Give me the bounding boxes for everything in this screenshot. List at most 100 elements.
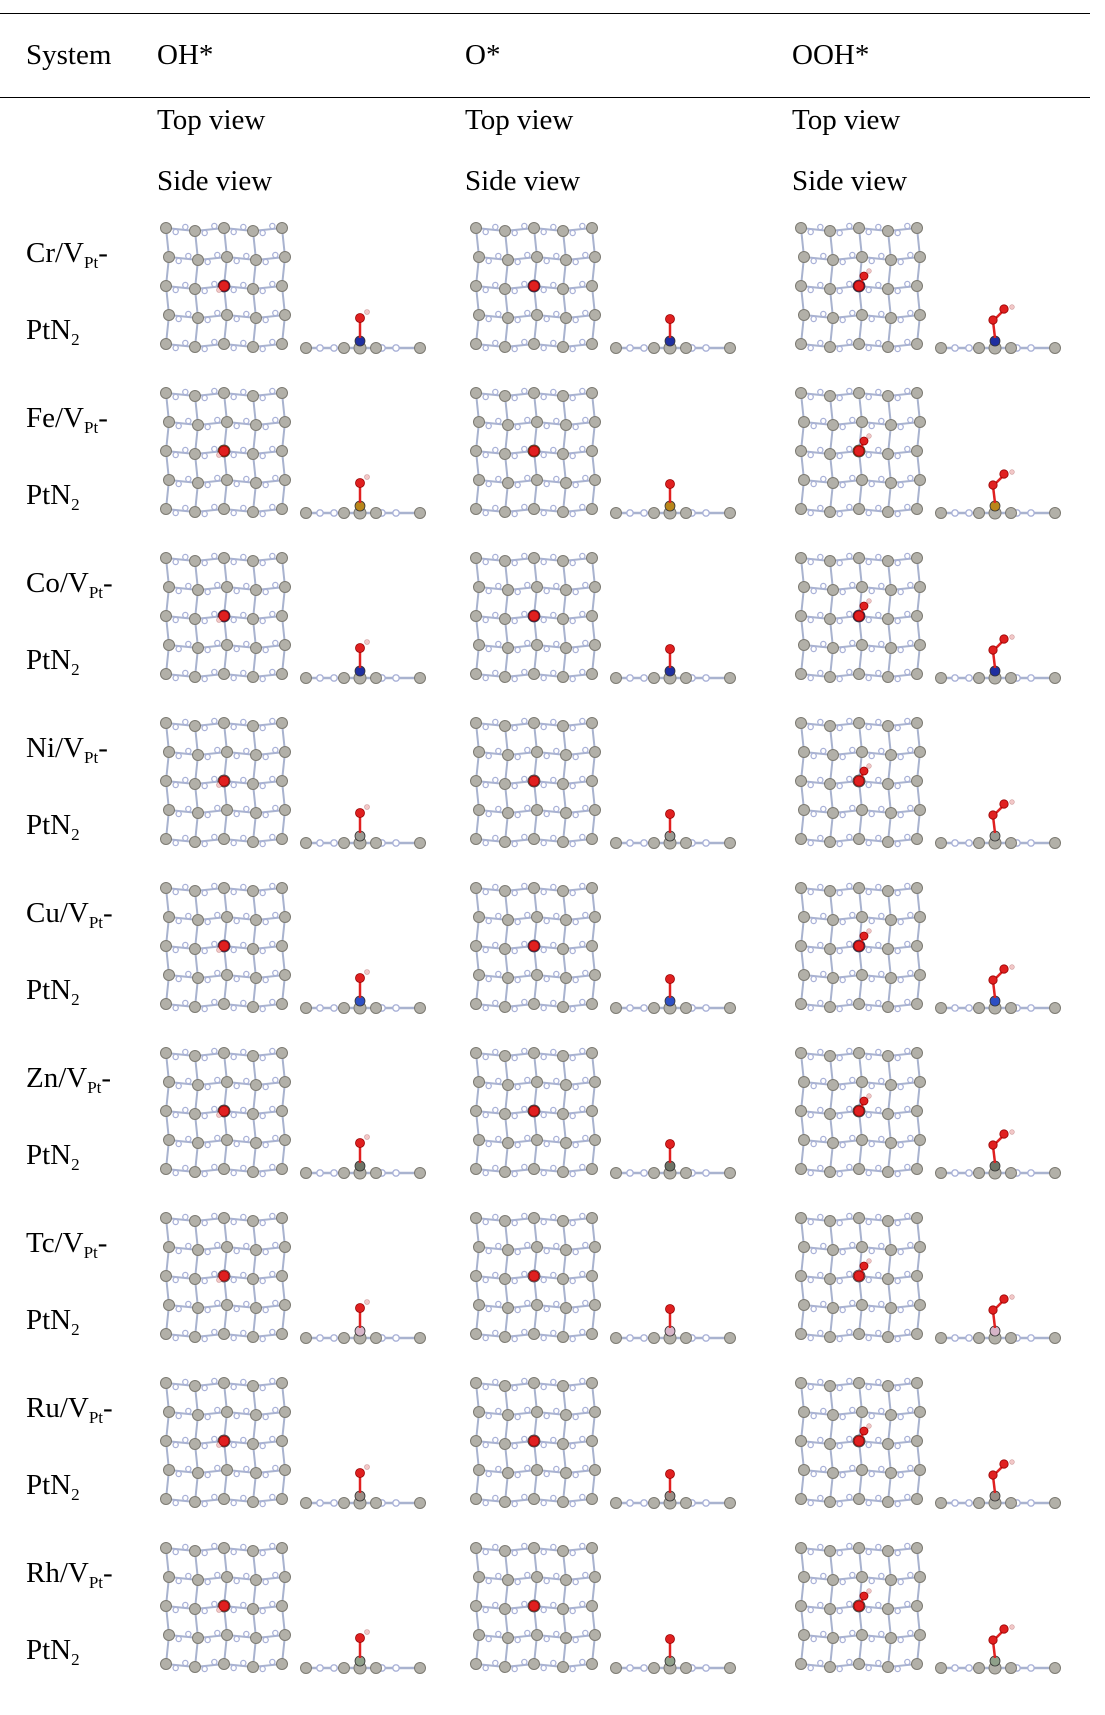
substrate-subscript: 2 <box>71 1155 80 1174</box>
system-label-cu: Cu/VPt- <box>26 896 113 934</box>
oxygen-atom <box>355 1633 365 1643</box>
hydrogen-atom <box>1009 964 1015 970</box>
hyphen: - <box>98 237 108 269</box>
hyphen: - <box>103 1557 113 1589</box>
top-view-tc-ooh <box>795 1210 926 1343</box>
top-view-rh-oh <box>160 1540 291 1673</box>
oxygen-atom <box>988 315 998 325</box>
top-view-zn-oh <box>160 1045 291 1178</box>
top-view-ru-ooh <box>795 1375 926 1508</box>
hyphen: - <box>103 1392 113 1424</box>
substrate-label: PtN2 <box>26 808 80 846</box>
hydrogen-atom <box>364 804 370 810</box>
substrate-subscript: 2 <box>71 495 80 514</box>
side-view-label-o: Side view <box>465 165 581 197</box>
top-view-fe-o <box>470 385 601 518</box>
side-view-zn-ooh <box>935 1129 1061 1183</box>
system-name: Ru/V <box>26 1392 89 1424</box>
oxygen-atom <box>859 271 869 281</box>
system-label-ru: Ru/VPt- <box>26 1391 113 1429</box>
vacancy-subscript: Pt <box>88 1573 104 1592</box>
oxygen-atom <box>853 445 865 457</box>
top-view-cr-o <box>470 220 601 353</box>
oxygen-atom <box>218 1270 230 1282</box>
top-view-co-ooh <box>795 550 926 683</box>
substrate-label: PtN2 <box>26 313 80 351</box>
hydrogen-atom <box>364 1299 370 1305</box>
oxygen-atom <box>859 436 869 446</box>
hydrogen-atom <box>364 1629 370 1635</box>
top-view-cr-ooh <box>795 220 926 353</box>
substrate-label: PtN2 <box>26 1138 80 1176</box>
oxygen-atom <box>859 766 869 776</box>
substrate-label: PtN2 <box>26 1468 80 1506</box>
top-view-rh-ooh <box>795 1540 926 1673</box>
side-view-cr-o <box>610 308 736 358</box>
oxygen-atom <box>218 1105 230 1117</box>
substrate-name: PtN <box>26 974 72 1006</box>
side-view-label-oh: Side view <box>157 165 273 197</box>
side-view-cr-ooh <box>935 304 1061 358</box>
top-view-ni-ooh <box>795 715 926 848</box>
oxygen-atom <box>988 480 998 490</box>
oxygen-atom <box>999 1294 1009 1304</box>
oxygen-atom <box>528 1105 540 1117</box>
oxygen-atom <box>218 445 230 457</box>
hydrogen-atom <box>1009 304 1015 310</box>
oxygen-atom <box>665 314 675 324</box>
hydrogen-atom <box>1009 1624 1015 1630</box>
vacancy-subscript: Pt <box>84 418 99 437</box>
substrate-label: PtN2 <box>26 1303 80 1341</box>
top-view-ni-oh <box>160 715 291 848</box>
hyphen: - <box>98 402 108 434</box>
side-view-tc-o <box>610 1298 736 1348</box>
oxygen-atom <box>859 1261 869 1271</box>
oxygen-atom <box>853 775 865 787</box>
oxygen-atom <box>853 280 865 292</box>
hydrogen-atom <box>866 1588 872 1594</box>
substrate-name: PtN <box>26 1139 72 1171</box>
oxygen-atom <box>988 1140 998 1150</box>
side-view-cu-o <box>610 968 736 1018</box>
substrate-name: PtN <box>26 1469 72 1501</box>
substrate-name: PtN <box>26 809 72 841</box>
oxygen-atom <box>665 1469 675 1479</box>
hydrogen-atom <box>1009 469 1015 475</box>
oxygen-atom <box>999 469 1009 479</box>
vacancy-subscript: Pt <box>83 1243 98 1262</box>
hydrogen-atom <box>1009 1129 1015 1135</box>
top-view-ni-o <box>470 715 601 848</box>
top-view-label-o: Top view <box>465 104 574 136</box>
oxygen-atom <box>218 610 230 622</box>
substrate-name: PtN <box>26 644 72 676</box>
side-view-zn-oh <box>300 1133 426 1183</box>
side-view-ni-ooh <box>935 799 1061 853</box>
top-view-cu-o <box>470 880 601 1013</box>
hyphen: - <box>103 897 113 929</box>
top-view-cu-oh <box>160 880 291 1013</box>
oxygen-atom <box>528 280 540 292</box>
side-view-ru-o <box>610 1463 736 1513</box>
top-view-zn-o <box>470 1045 601 1178</box>
side-view-rh-ooh <box>935 1624 1061 1678</box>
system-label-cr: Cr/VPt- <box>26 236 108 274</box>
hydrogen-atom <box>1009 634 1015 640</box>
system-name: Zn/V <box>26 1062 88 1094</box>
header-rule <box>0 97 1090 98</box>
oxygen-atom <box>528 940 540 952</box>
hydrogen-atom <box>364 969 370 975</box>
oxygen-atom <box>355 808 365 818</box>
side-view-tc-ooh <box>935 1294 1061 1348</box>
substrate-name: PtN <box>26 314 72 346</box>
oxygen-atom <box>665 1304 675 1314</box>
substrate-name: PtN <box>26 479 72 511</box>
vacancy-subscript: Pt <box>88 583 104 602</box>
hydrogen-atom <box>364 1464 370 1470</box>
side-view-co-o <box>610 638 736 688</box>
hydrogen-atom <box>866 1423 872 1429</box>
oxygen-atom <box>355 478 365 488</box>
oxygen-atom <box>528 1270 540 1282</box>
oxygen-atom <box>218 775 230 787</box>
oxygen-atom <box>218 940 230 952</box>
oxygen-atom <box>355 1138 365 1148</box>
